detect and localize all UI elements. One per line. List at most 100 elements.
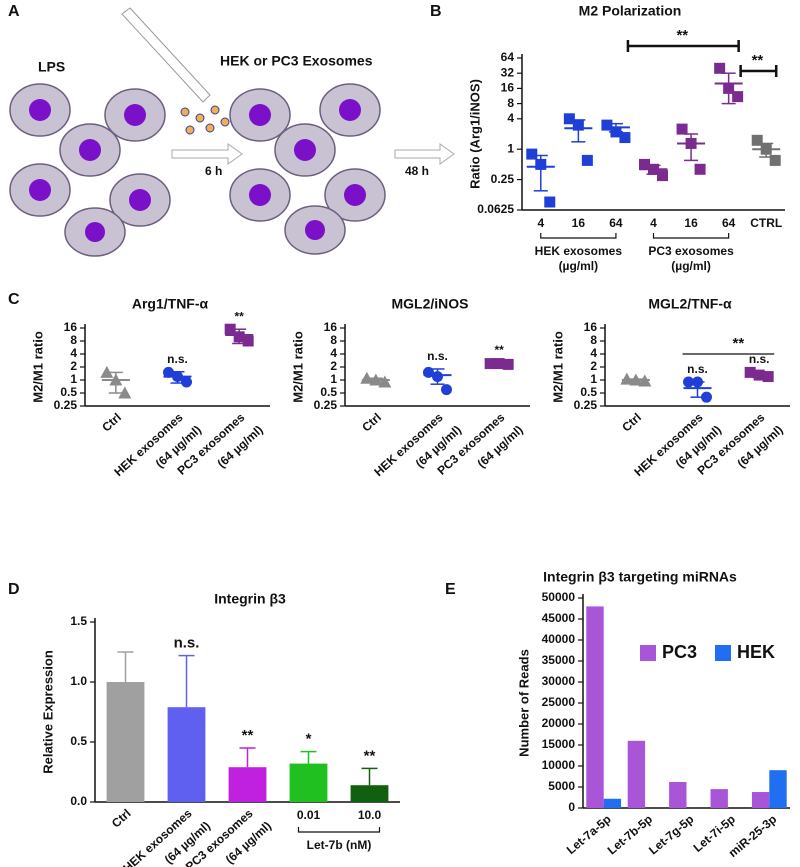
bar xyxy=(350,785,389,802)
data-point xyxy=(744,366,756,378)
panel-letter: B xyxy=(430,3,442,20)
x-tick-label: 4 xyxy=(650,216,657,230)
y-tick-label: 0.25 xyxy=(491,172,515,186)
bar xyxy=(106,682,145,802)
data-point xyxy=(526,148,538,160)
y-tick-label: 16 xyxy=(584,320,598,334)
significance-label: ** xyxy=(242,727,254,744)
panel-a-diagram: A LPS HEK or PC3 Exosomes 6 h 48 h xyxy=(8,3,455,257)
y-axis-label: Relative Expression xyxy=(40,650,55,774)
cells xyxy=(9,83,386,257)
panel-letter: E xyxy=(445,581,456,598)
legend-swatch xyxy=(640,645,656,661)
y-tick-label: 8 xyxy=(507,96,514,110)
bar xyxy=(710,789,728,808)
significance-label: ** xyxy=(234,309,244,323)
data-point xyxy=(732,91,744,103)
y-tick-label: 32 xyxy=(501,65,515,79)
group-label: (µg/ml) xyxy=(559,259,599,273)
y-axis-label: Number of Reads xyxy=(516,649,531,757)
data-point xyxy=(100,365,114,378)
y-tick-label: 16 xyxy=(64,320,78,334)
y-tick-label: 4 xyxy=(70,346,77,360)
bar xyxy=(751,792,770,808)
chart-title: Arg1/TNF-α xyxy=(132,296,209,312)
y-tick-label: 2 xyxy=(70,359,77,373)
y-tick-label: 0.25 xyxy=(574,398,598,412)
data-point xyxy=(694,163,706,175)
legend-swatch xyxy=(715,645,731,661)
y-tick-label: 1.0 xyxy=(70,674,87,688)
x-tick-label: 64 xyxy=(722,216,736,230)
data-point xyxy=(441,384,452,396)
bar xyxy=(289,763,328,802)
x-tick-label: Ctrl xyxy=(99,410,124,434)
y-tick-label: 8 xyxy=(590,333,597,347)
significance-label: n.s. xyxy=(174,635,200,652)
y-tick-label: 8 xyxy=(330,333,337,347)
group-bracket xyxy=(652,233,730,239)
y-tick-label: 8 xyxy=(70,333,77,347)
group-label: (µg/ml) xyxy=(671,259,711,273)
data-point xyxy=(118,386,132,399)
x-tick-label: 16 xyxy=(572,216,586,230)
data-point xyxy=(544,196,556,208)
significance-label: n.s. xyxy=(749,352,770,366)
nuclei xyxy=(29,99,366,242)
y-tick-label: 40000 xyxy=(542,632,576,646)
y-tick-label: 16 xyxy=(501,81,515,95)
significance-label: ** xyxy=(494,343,504,357)
y-tick-label: 0.5 xyxy=(70,734,87,748)
significance-label: * xyxy=(306,731,312,748)
significance-label: ** xyxy=(732,335,744,352)
x-tick-label: Ctrl xyxy=(619,410,644,434)
panel-letter: C xyxy=(8,291,20,308)
y-tick-label: 0.5 xyxy=(580,385,597,399)
bar xyxy=(769,770,787,808)
y-tick-label: 1 xyxy=(330,372,337,386)
y-tick-label: 0.0 xyxy=(70,794,87,808)
bar xyxy=(603,798,622,808)
significance-label: ** xyxy=(752,52,764,69)
panel-letter: A xyxy=(8,3,20,20)
chart-title: Integrin β3 xyxy=(214,591,286,607)
group-label: HEK exosomes xyxy=(535,244,623,258)
data-point xyxy=(581,154,593,166)
y-axis-label: M2/M1 ratio xyxy=(550,331,565,403)
x-tick-label: Ctrl xyxy=(359,410,384,434)
x-tick-label: 64 xyxy=(609,216,623,230)
y-tick-label: 0.0625 xyxy=(477,202,514,216)
chart-title: Integrin β3 targeting miRNAs xyxy=(543,569,737,585)
y-axis-label: Ratio (Arg1/iNOS) xyxy=(467,79,482,189)
chart-title: MGL2/TNF-α xyxy=(648,296,732,312)
data-point xyxy=(751,134,763,146)
y-tick-label: 0.25 xyxy=(314,398,338,412)
y-tick-label: 50000 xyxy=(542,590,576,604)
pipette xyxy=(121,7,211,103)
y-tick-label: 16 xyxy=(324,320,338,334)
y-tick-label: 4 xyxy=(590,346,597,360)
y-tick-label: 10000 xyxy=(542,758,576,772)
y-tick-label: 4 xyxy=(330,346,337,360)
label: HEK or PC3 Exosomes xyxy=(220,53,373,69)
y-tick-label: 4 xyxy=(507,111,514,125)
data-point xyxy=(181,376,192,388)
y-tick-label: 2 xyxy=(330,359,337,373)
x-tick-label: 16 xyxy=(684,216,698,230)
y-tick-label: 1.5 xyxy=(70,614,87,628)
y-tick-label: 0.5 xyxy=(60,385,77,399)
data-point xyxy=(242,335,254,347)
data-point xyxy=(762,371,774,383)
x-tick-label: Let-7a-5p xyxy=(564,812,614,857)
label: LPS xyxy=(38,59,65,75)
y-tick-label: 2 xyxy=(590,359,597,373)
x-tick-label: 4 xyxy=(537,216,544,230)
y-tick-label: 20000 xyxy=(542,716,576,730)
data-point xyxy=(224,323,236,335)
panel-letter: D xyxy=(8,581,20,598)
significance-label: ** xyxy=(364,747,376,764)
x-tick-label: 10.0 xyxy=(358,808,382,822)
bar xyxy=(228,767,267,802)
y-axis-label: M2/M1 ratio xyxy=(290,331,305,403)
